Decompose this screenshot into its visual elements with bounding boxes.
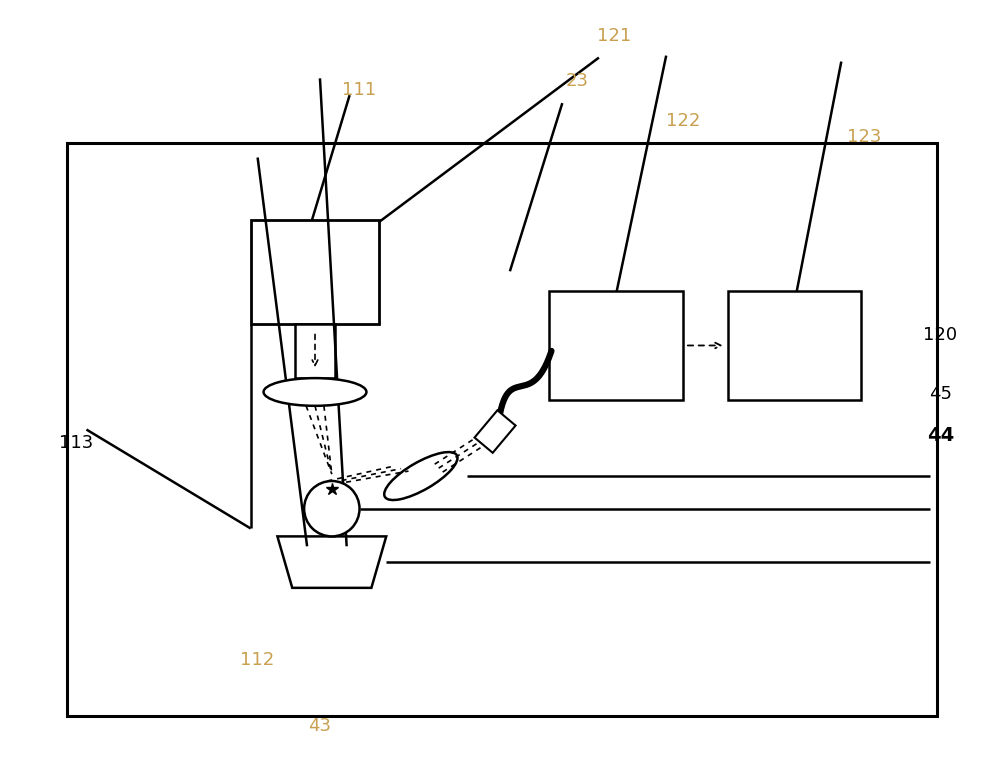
Text: 121: 121 [597, 27, 631, 45]
Bar [251, 220, 379, 324]
Text: 44: 44 [927, 426, 954, 445]
Bar [475, 410, 516, 453]
Text: 45: 45 [929, 385, 952, 403]
Text: 113: 113 [59, 434, 94, 452]
Text: 23: 23 [566, 72, 589, 90]
Circle shape [304, 481, 360, 536]
Text: 43: 43 [308, 717, 331, 735]
Bar [549, 291, 683, 400]
Text: 122: 122 [666, 112, 700, 130]
Text: 112: 112 [240, 651, 275, 669]
Ellipse shape [264, 378, 366, 406]
Text: 120: 120 [923, 326, 957, 344]
Bar [728, 291, 861, 400]
Ellipse shape [384, 452, 458, 500]
Text: 123: 123 [847, 128, 881, 145]
Bar [295, 324, 335, 378]
Text: 111: 111 [342, 82, 377, 100]
Bar [67, 142, 937, 717]
